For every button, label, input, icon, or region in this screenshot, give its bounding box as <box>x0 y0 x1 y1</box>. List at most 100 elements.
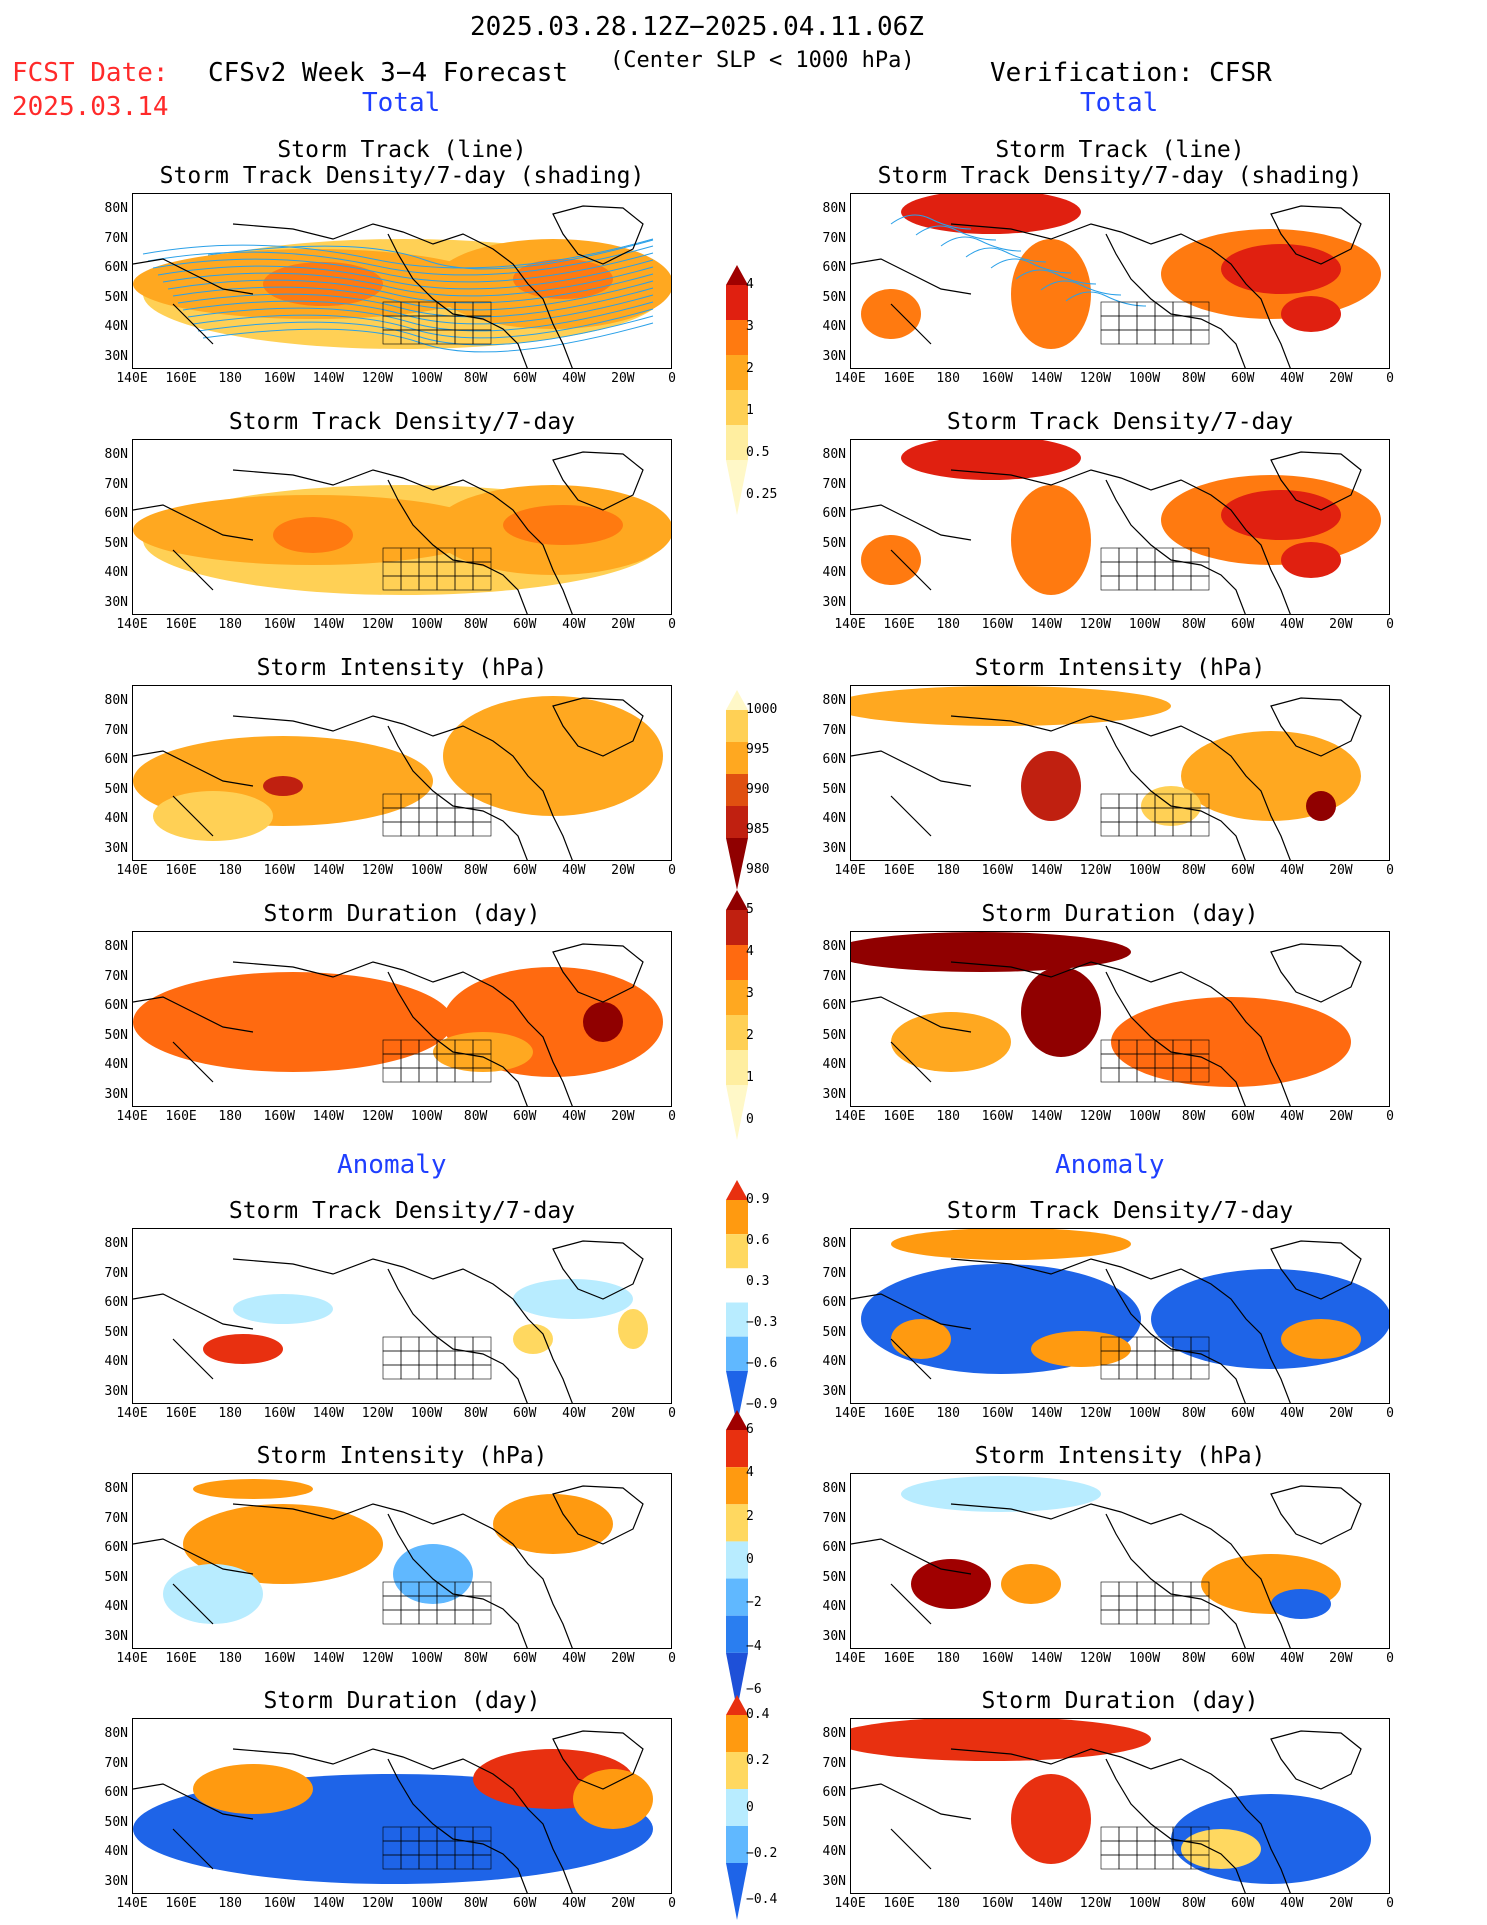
lon-tick-label: 80W <box>1181 617 1206 632</box>
lat-tick-label: 30N <box>822 1383 846 1399</box>
shading-region-3 <box>263 776 303 796</box>
colorbar-segment <box>726 1615 748 1653</box>
lat-tick-label: 40N <box>104 1057 128 1072</box>
lon-tick-label: 140W <box>312 1109 345 1124</box>
lat-tick-label: 30N <box>104 348 128 364</box>
state-boundary <box>1100 793 1120 809</box>
lat-tick-label: 80N <box>822 1236 846 1251</box>
state-boundary <box>1172 1595 1192 1611</box>
coastline <box>851 1485 1362 1648</box>
lon-tick-label: 20W <box>611 1651 635 1666</box>
lon-tick-label: 40W <box>1280 1406 1304 1421</box>
lat-tick-label: 70N <box>822 1265 846 1281</box>
colorbar-segment <box>726 742 748 774</box>
lat-tick-label: 60N <box>104 752 128 767</box>
lon-tick-label: 120W <box>1079 1651 1112 1666</box>
storm-track-line <box>915 225 997 241</box>
map-shading <box>133 451 671 614</box>
lon-tick-label: 60W <box>512 617 537 632</box>
state-boundary <box>1136 329 1156 345</box>
lat-tick-label: 60N <box>104 1540 128 1555</box>
density-title-forecast: Storm Track Density/7-day <box>228 409 576 435</box>
storm-track-line <box>965 247 1047 263</box>
state-boundary <box>472 1336 492 1352</box>
period-title: 2025.03.28.12Z−2025.04.11.06Z <box>470 12 924 42</box>
state-boundary <box>1118 575 1138 591</box>
state-boundary <box>382 1609 402 1625</box>
state-boundary <box>1190 575 1210 591</box>
track-title-forecast: Storm Track (line) Storm Track Density/7-… <box>132 137 672 189</box>
duration-title-forecast: Storm Duration (day) <box>263 901 541 927</box>
colorbar-label: 4 <box>746 1465 754 1481</box>
shading-region-3 <box>891 1319 951 1359</box>
shading-region-0 <box>901 440 1081 480</box>
map-shading <box>133 205 671 368</box>
colorbar-label: −0.2 <box>746 1845 778 1861</box>
fcst-date-value: 2025.03.14 <box>12 92 169 122</box>
colorbar-label: 5 <box>746 902 754 917</box>
lon-tick-label: 160E <box>165 1406 197 1421</box>
state-boundary <box>454 1609 474 1625</box>
shading-region-0 <box>901 194 1081 234</box>
shading-region-1 <box>1021 967 1101 1057</box>
lon-tick-label: 120W <box>361 617 394 632</box>
colorbar-segment <box>726 1752 748 1789</box>
colorbar-segment <box>726 425 748 460</box>
lat-tick-label: 70N <box>822 722 846 738</box>
coastline <box>133 1730 644 1893</box>
shading-region-3 <box>618 1309 648 1349</box>
shading-region-0 <box>891 1229 1131 1260</box>
colorbar-label: 985 <box>746 822 770 837</box>
map-shading <box>851 1719 1371 1893</box>
colorbar-density <box>726 265 748 515</box>
storm-track-line <box>142 238 654 269</box>
anom-density-title-verification: Storm Track Density/7-day <box>946 1198 1294 1224</box>
colorbar-segment <box>726 690 748 710</box>
storm-track-line <box>890 214 972 230</box>
lon-tick-label: 160E <box>883 863 915 878</box>
state-boundary <box>1154 1595 1174 1611</box>
lat-tick-label: 70N <box>822 1510 846 1526</box>
colorbar-segment <box>726 1467 748 1505</box>
storm-track-line <box>162 266 654 297</box>
state-boundary <box>382 1364 402 1380</box>
state-boundary <box>1136 1609 1156 1625</box>
colorbar-segment <box>726 1504 748 1542</box>
lon-tick-label: 140E <box>116 1406 148 1421</box>
shading-region-2 <box>273 517 353 553</box>
lon-tick-label: 180 <box>218 1406 242 1421</box>
lat-tick-label: 50N <box>822 1324 846 1340</box>
lon-tick-label: 100W <box>1128 1406 1161 1421</box>
shading-region-1 <box>1011 1774 1091 1864</box>
colorbar-segment <box>726 1234 748 1269</box>
colorbar-segment <box>726 1200 748 1235</box>
state-boundary <box>436 807 456 823</box>
colorbar-label: 0.4 <box>746 1707 770 1722</box>
state-boundary <box>418 1067 438 1083</box>
colorbar-label: 4 <box>746 944 754 959</box>
lon-tick-label: 120W <box>361 863 394 878</box>
colorbar-label: −0.6 <box>746 1356 778 1371</box>
state-boundary <box>1118 1581 1138 1597</box>
lon-tick-label: 180 <box>936 1896 960 1911</box>
colorbar-label: 1000 <box>746 702 778 717</box>
lon-tick-label: 80W <box>463 1406 488 1421</box>
shading-region-1 <box>513 1279 633 1319</box>
lon-tick-label: 180 <box>936 371 960 386</box>
state-boundary <box>1154 1350 1174 1366</box>
colorbar-segment <box>726 1085 748 1140</box>
state-boundary <box>400 1067 420 1083</box>
shading-region-0 <box>851 932 1131 972</box>
map-panel-anom-duration-forecast <box>132 1718 672 1894</box>
state-boundary <box>1118 1840 1138 1856</box>
colorbar-label: 2 <box>746 1028 754 1043</box>
state-boundary <box>436 1067 456 1083</box>
colorbar-label: 995 <box>746 742 770 757</box>
state-boundary <box>1154 1840 1174 1856</box>
lat-tick-label: 40N <box>822 811 846 826</box>
lon-tick-label: 140E <box>116 1896 148 1911</box>
anom-intensity-title-verification: Storm Intensity (hPa) <box>974 1443 1266 1469</box>
state-boundary <box>1190 329 1210 345</box>
forecast-title: CFSv2 Week 3−4 Forecast <box>208 58 569 88</box>
shading-region-4 <box>503 505 623 545</box>
